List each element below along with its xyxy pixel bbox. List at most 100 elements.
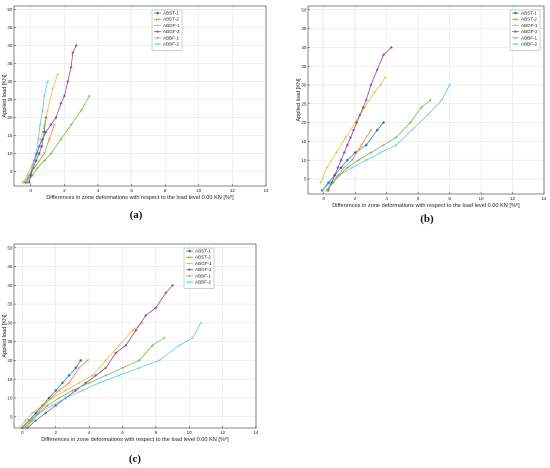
y-tick-label: 40 bbox=[301, 45, 307, 50]
legend-label: ABGF-1 bbox=[521, 23, 538, 28]
data-point-abgf-2 bbox=[35, 152, 39, 156]
chart-panel-a: 0 2 4 6 8 10 12 14 5 10 15 20 25 30 35 40 45 50 Difference… bbox=[2, 5, 269, 221]
plot-area-frame bbox=[13, 243, 257, 429]
data-point-abbf-2 bbox=[117, 373, 121, 378]
data-point-abst-2 bbox=[22, 426, 26, 430]
data-point-abgf-2 bbox=[74, 44, 78, 48]
y-tick-label: 10 bbox=[7, 396, 13, 401]
data-point-abbf-1 bbox=[30, 418, 34, 422]
legend-marker bbox=[155, 17, 160, 21]
legend-label: ABST-1 bbox=[521, 11, 537, 16]
legend-label: ABGF-2 bbox=[195, 267, 212, 272]
x-tick-label: 14 bbox=[541, 196, 547, 201]
legend-marker bbox=[514, 24, 517, 27]
data-point-abgf-1 bbox=[25, 173, 29, 177]
data-point-abgf-1 bbox=[325, 166, 329, 170]
data-point-abbf-2 bbox=[18, 426, 23, 430]
data-point-abbf-2 bbox=[32, 159, 36, 163]
data-point-abgf-1 bbox=[77, 381, 81, 385]
legend-marker bbox=[155, 42, 160, 46]
data-point-abgf-1 bbox=[130, 328, 134, 332]
legend-marker bbox=[188, 274, 191, 278]
data-point-abst-1 bbox=[346, 158, 349, 162]
legend-marker bbox=[156, 36, 159, 40]
data-point-abbf-2 bbox=[190, 336, 195, 340]
data-point-abgf-2 bbox=[164, 291, 168, 295]
data-point-abgf-2 bbox=[114, 351, 118, 355]
legend-marker bbox=[156, 24, 159, 27]
data-point-abgf-1 bbox=[42, 123, 46, 127]
legend-label: ABBF-2 bbox=[163, 42, 180, 47]
data-point-abbf-2 bbox=[30, 166, 35, 170]
y-tick-label: 40 bbox=[7, 283, 13, 288]
data-point-abbf-2 bbox=[410, 128, 414, 132]
data-point-abgf-2 bbox=[333, 173, 337, 177]
data-point-abst-2 bbox=[57, 388, 61, 393]
data-point-abbf-2 bbox=[27, 173, 31, 177]
y-tick-label: 35 bbox=[7, 61, 13, 66]
data-point-abgf-2 bbox=[364, 98, 368, 102]
data-point-abbf-1 bbox=[120, 366, 124, 370]
data-point-abbf-2 bbox=[36, 137, 41, 141]
data-point-abbf-2 bbox=[440, 98, 444, 102]
data-point-abbf-2 bbox=[328, 181, 332, 185]
data-point-abgf-2 bbox=[144, 313, 148, 317]
y-tick-label: 25 bbox=[7, 97, 13, 102]
legend-label: ABBF-1 bbox=[163, 35, 180, 40]
legend-marker bbox=[514, 36, 517, 40]
data-point-abbf-1 bbox=[382, 143, 386, 147]
data-point-abgf-2 bbox=[339, 158, 343, 162]
data-point-abbf-2 bbox=[34, 151, 38, 156]
legend-label: ABST-1 bbox=[195, 249, 211, 254]
legend-label: ABST-2 bbox=[163, 17, 179, 22]
data-point-abgf-1 bbox=[46, 108, 50, 112]
legend-label: ABBF-1 bbox=[521, 35, 538, 40]
legend-label: ABGF-1 bbox=[195, 261, 212, 266]
data-point-abbf-2 bbox=[80, 388, 85, 393]
data-point-abgf-2 bbox=[336, 166, 340, 170]
data-point-abbf-1 bbox=[88, 94, 92, 98]
legend-label: ABGF-2 bbox=[163, 29, 180, 34]
x-tick-label: 12 bbox=[220, 430, 226, 435]
data-point-abgf-1 bbox=[56, 72, 60, 76]
y-tick-label: 50 bbox=[7, 7, 13, 12]
data-point-abgf-2 bbox=[34, 418, 38, 422]
data-point-abbf-2 bbox=[364, 158, 368, 162]
y-tick-label: 15 bbox=[7, 133, 13, 138]
series-line-abbf-1 bbox=[27, 95, 90, 183]
data-point-abbf-2 bbox=[50, 403, 55, 408]
data-point-abgf-2 bbox=[62, 94, 66, 98]
data-point-abgf-1 bbox=[117, 343, 121, 347]
data-point-abst-2 bbox=[77, 366, 81, 370]
data-point-abst-2 bbox=[67, 381, 71, 385]
series-line-abgf-1 bbox=[18, 322, 143, 429]
data-point-abbf-1 bbox=[49, 152, 53, 156]
y-tick-label: 40 bbox=[7, 43, 13, 48]
data-point-abgf-2 bbox=[29, 173, 33, 177]
data-point-abst-2 bbox=[350, 158, 354, 162]
data-point-abbf-2 bbox=[157, 358, 161, 363]
data-point-abbf-1 bbox=[325, 188, 329, 192]
chart-panel-b: 0 2 4 6 8 10 12 14 5 10 15 20 25 30 35 40 45 50 Difference… bbox=[296, 5, 547, 225]
legend-label: ABST-2 bbox=[521, 17, 537, 22]
data-point-abst-2 bbox=[342, 166, 346, 170]
y-tick-label: 20 bbox=[7, 358, 13, 363]
data-point-abgf-1 bbox=[383, 75, 387, 79]
data-point-abgf-2 bbox=[154, 306, 158, 310]
series-line-abgf-1 bbox=[22, 74, 59, 183]
x-tick-label: 8 bbox=[164, 188, 167, 193]
legend-marker bbox=[513, 42, 518, 46]
y-tick-label: 5 bbox=[304, 177, 307, 182]
data-point-abst-1 bbox=[54, 389, 58, 392]
y-tick-label: 25 bbox=[301, 101, 307, 106]
data-point-abbf-1 bbox=[59, 137, 63, 141]
data-point-abgf-2 bbox=[375, 68, 379, 72]
data-point-abst-1 bbox=[74, 366, 78, 370]
panel-caption: (a) bbox=[130, 209, 143, 221]
data-point-abgf-2 bbox=[352, 128, 356, 132]
data-point-abgf-2 bbox=[342, 151, 346, 155]
x-tick-label: 4 bbox=[385, 196, 388, 201]
y-axis-label: Applied load [KN] bbox=[2, 74, 8, 118]
data-point-abbf-1 bbox=[345, 166, 349, 170]
